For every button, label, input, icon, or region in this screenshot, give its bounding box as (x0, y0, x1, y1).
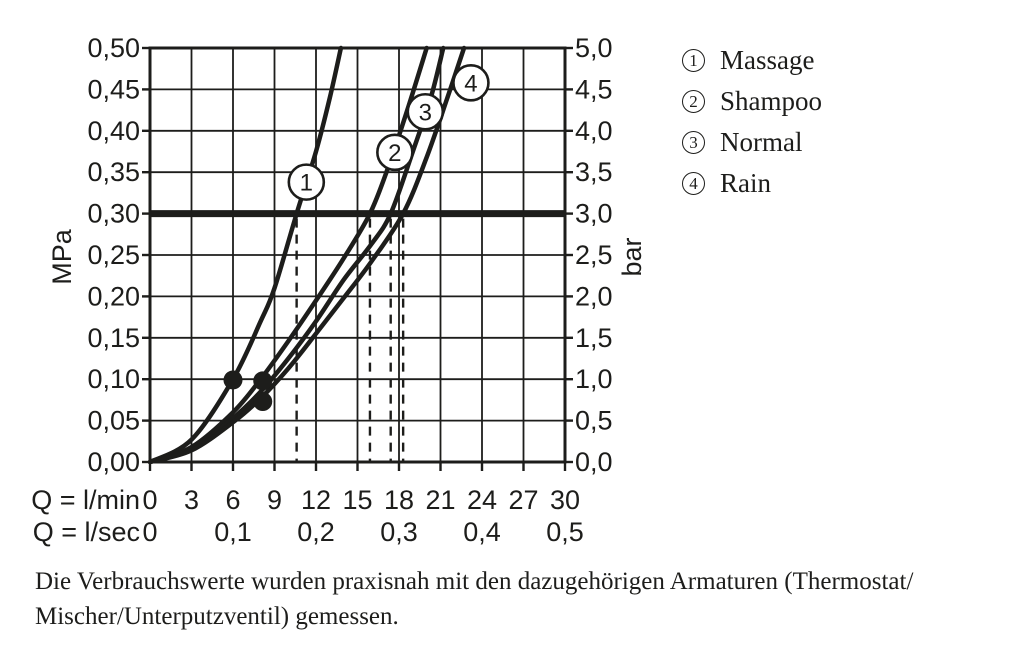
dashed-guides (295, 218, 405, 462)
svg-text:0,25: 0,25 (87, 240, 140, 270)
svg-text:1,5: 1,5 (575, 323, 613, 353)
caption: Die Verbrauchswerte wurden praxisnah mit… (35, 564, 995, 634)
x-axis-lmin-labels: 0 3 6 9 12 15 18 21 24 27 30 (142, 485, 580, 515)
series-curve-massage (148, 45, 344, 464)
x-axis-lsec-labels: 0 0,1 0,2 0,3 0,4 0,5 (142, 517, 583, 547)
caption-line-2: Mischer/Unterputzventil) gemessen. (35, 603, 399, 630)
svg-text:0,2: 0,2 (297, 517, 335, 547)
legend: 1 Massage 2 Shampoo 3 Normal 4 Rain (682, 40, 822, 204)
legend-number-circle-2: 2 (682, 90, 705, 113)
svg-text:4,5: 4,5 (575, 74, 613, 104)
svg-text:0,40: 0,40 (87, 116, 140, 146)
svg-text:3: 3 (419, 99, 432, 126)
svg-text:0,5: 0,5 (546, 517, 584, 547)
legend-item-rain: 4 Rain (682, 163, 822, 204)
legend-label-shampoo: Shampoo (720, 86, 823, 116)
svg-text:2,0: 2,0 (575, 281, 613, 311)
legend-number-circle-1: 1 (682, 49, 705, 72)
svg-text:0,10: 0,10 (87, 364, 140, 394)
svg-text:0: 0 (142, 485, 157, 515)
svg-text:0,35: 0,35 (87, 157, 140, 187)
svg-text:12: 12 (301, 485, 331, 515)
svg-text:2,5: 2,5 (575, 240, 613, 270)
legend-number-circle-3: 3 (682, 131, 705, 154)
svg-text:4,0: 4,0 (575, 116, 613, 146)
series-label-circle-1: 1 (287, 163, 326, 201)
svg-text:27: 27 (508, 485, 538, 515)
svg-text:30: 30 (550, 485, 580, 515)
series-curves (148, 45, 467, 464)
svg-text:5,0: 5,0 (575, 33, 613, 63)
svg-text:15: 15 (342, 485, 372, 515)
legend-label-massage: Massage (720, 45, 815, 75)
svg-text:0,15: 0,15 (87, 323, 140, 353)
grid (150, 48, 565, 462)
svg-text:1: 1 (300, 170, 313, 197)
svg-text:2: 2 (388, 140, 401, 167)
legend-number-circle-4: 4 (682, 172, 705, 195)
series-curve-normal (148, 45, 446, 464)
svg-text:24: 24 (467, 485, 497, 515)
x-axis-unit-lsec: Q = l/sec (33, 517, 140, 547)
caption-line-1: Die Verbrauchswerte wurden praxisnah mit… (35, 568, 914, 595)
y-axis-left-labels: 0,50 0,45 0,40 0,35 0,30 0,25 0,20 0,15 0,10 0,05… (87, 33, 140, 477)
svg-text:21: 21 (425, 485, 455, 515)
svg-text:0,5: 0,5 (575, 406, 613, 436)
svg-text:18: 18 (384, 485, 414, 515)
svg-text:0: 0 (142, 517, 157, 547)
legend-item-shampoo: 2 Shampoo (682, 81, 822, 122)
measure-dots (223, 370, 273, 412)
svg-text:0,45: 0,45 (87, 74, 140, 104)
svg-text:0,50: 0,50 (87, 33, 140, 63)
series-curve-rain (148, 45, 467, 464)
svg-text:0,1: 0,1 (214, 517, 252, 547)
measure-dot (223, 370, 243, 390)
legend-label-rain: Rain (720, 168, 771, 198)
svg-text:3,0: 3,0 (575, 199, 613, 229)
svg-text:0,30: 0,30 (87, 199, 140, 229)
legend-item-normal: 3 Normal (682, 122, 822, 163)
svg-text:0,00: 0,00 (87, 447, 140, 477)
axis-ticks (142, 46, 573, 471)
series-label-circle-3: 3 (406, 92, 445, 131)
y-axis-right-labels: 5,0 4,5 4,0 3,5 3,0 2,5 2,0 1,5 1,0 0,5 0,0 (575, 33, 613, 477)
y-axis-right-unit: bar (617, 237, 647, 276)
series-label-circle-4: 4 (452, 63, 490, 102)
svg-text:9: 9 (267, 485, 282, 515)
svg-text:6: 6 (225, 485, 240, 515)
svg-text:0,05: 0,05 (87, 406, 140, 436)
legend-item-massage: 1 Massage (682, 40, 822, 81)
measure-dot (253, 392, 273, 412)
svg-text:0,20: 0,20 (87, 281, 140, 311)
svg-text:0,4: 0,4 (463, 517, 501, 547)
y-axis-left-unit: MPa (47, 228, 77, 285)
svg-text:3: 3 (184, 485, 199, 515)
measure-dot (253, 371, 273, 391)
svg-text:0,3: 0,3 (380, 517, 418, 547)
legend-label-normal: Normal (720, 127, 803, 157)
series-label-circle-2: 2 (376, 133, 414, 172)
svg-text:4: 4 (464, 70, 477, 97)
svg-text:0,0: 0,0 (575, 447, 613, 477)
svg-text:3,5: 3,5 (575, 157, 613, 187)
svg-text:1,0: 1,0 (575, 364, 613, 394)
x-axis-unit-lmin: Q = l/min (31, 485, 140, 515)
